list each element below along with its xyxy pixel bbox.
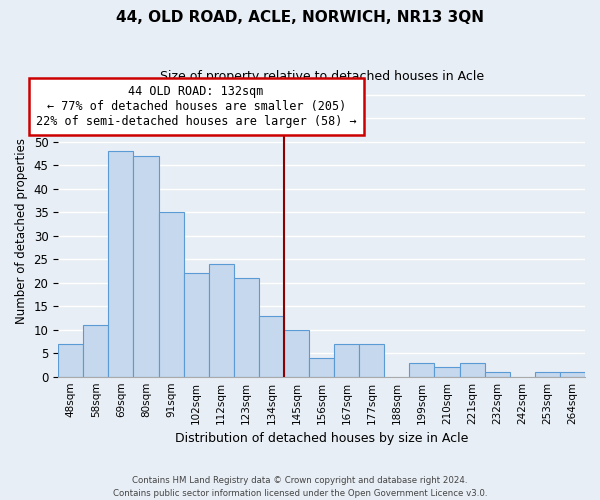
Bar [259, 316, 284, 376]
Bar [284, 330, 309, 376]
Bar [535, 372, 560, 376]
Bar [309, 358, 334, 376]
Bar [83, 325, 109, 376]
Bar [560, 372, 585, 376]
Bar [460, 362, 485, 376]
Bar [234, 278, 259, 376]
Text: 44, OLD ROAD, ACLE, NORWICH, NR13 3QN: 44, OLD ROAD, ACLE, NORWICH, NR13 3QN [116, 10, 484, 25]
Bar [359, 344, 384, 376]
Title: Size of property relative to detached houses in Acle: Size of property relative to detached ho… [160, 70, 484, 83]
Bar [133, 156, 158, 376]
Bar [485, 372, 510, 376]
X-axis label: Distribution of detached houses by size in Acle: Distribution of detached houses by size … [175, 432, 468, 445]
Bar [158, 212, 184, 376]
Bar [209, 264, 234, 376]
Y-axis label: Number of detached properties: Number of detached properties [15, 138, 28, 324]
Text: 44 OLD ROAD: 132sqm
← 77% of detached houses are smaller (205)
22% of semi-detac: 44 OLD ROAD: 132sqm ← 77% of detached ho… [36, 85, 356, 128]
Bar [434, 368, 460, 376]
Bar [409, 362, 434, 376]
Bar [334, 344, 359, 376]
Bar [184, 274, 209, 376]
Bar [58, 344, 83, 376]
Bar [109, 152, 133, 376]
Text: Contains HM Land Registry data © Crown copyright and database right 2024.
Contai: Contains HM Land Registry data © Crown c… [113, 476, 487, 498]
